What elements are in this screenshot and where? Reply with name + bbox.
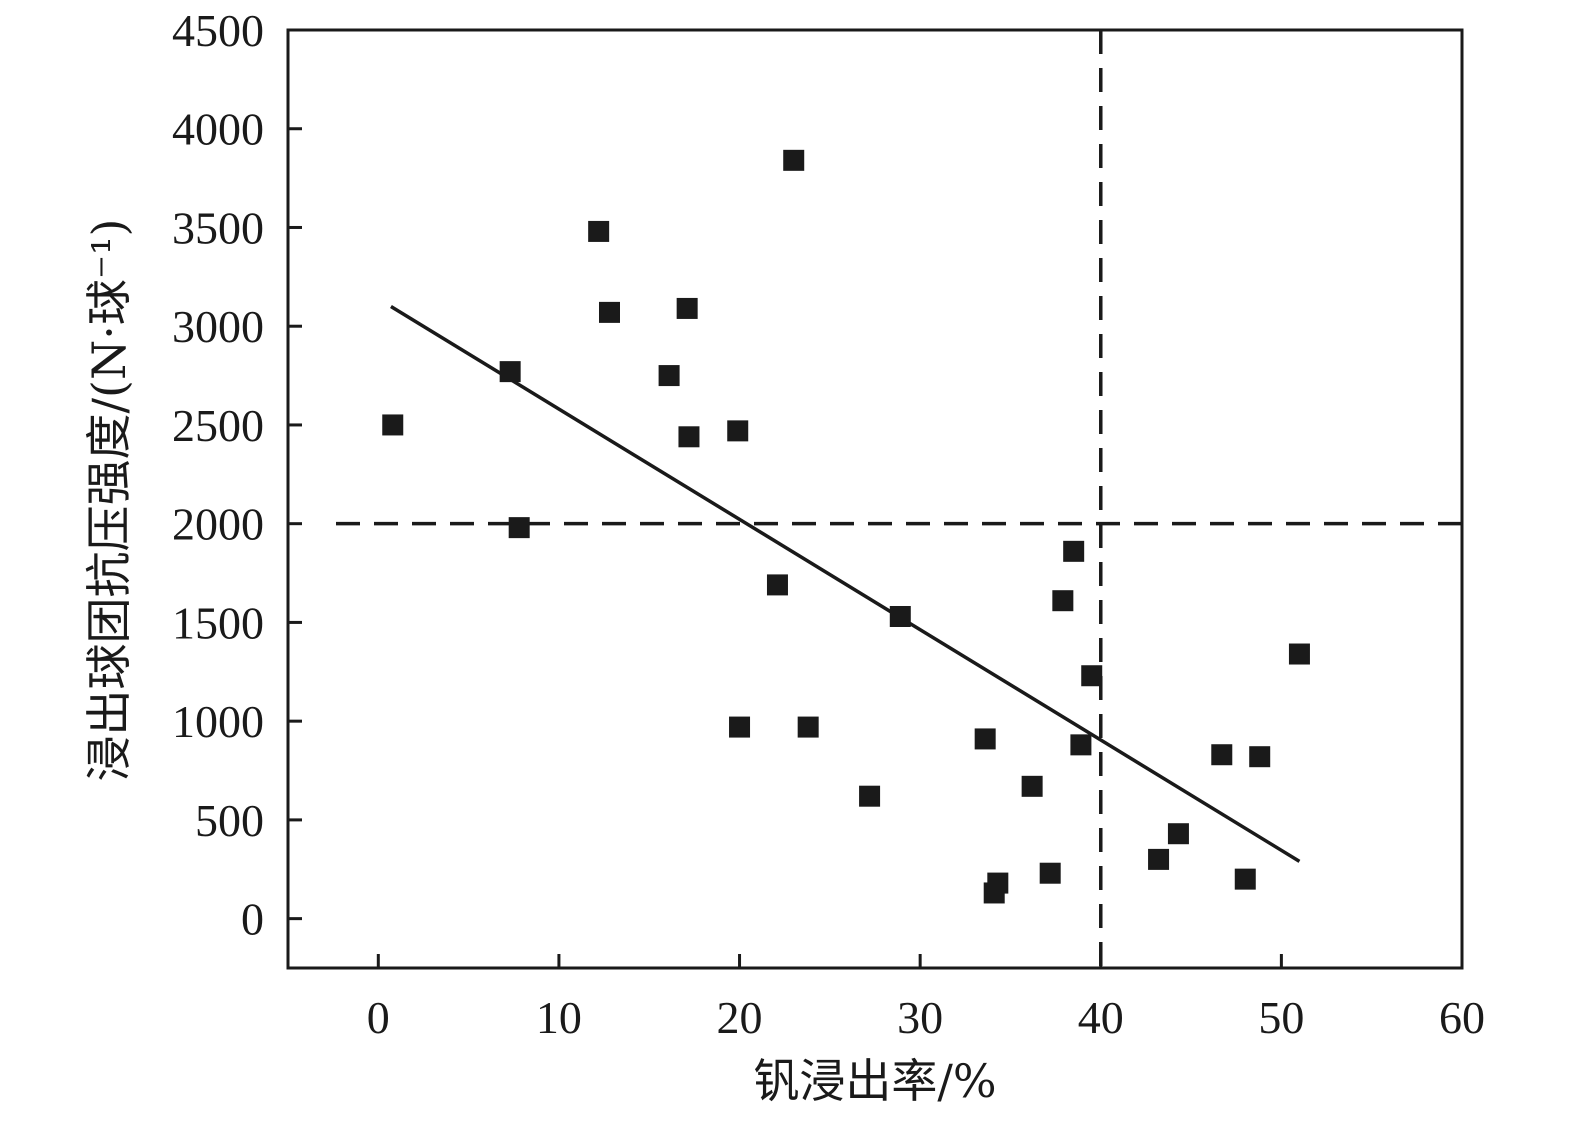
data-point	[1070, 734, 1092, 756]
data-point	[678, 426, 700, 448]
trend-line	[390, 304, 1301, 863]
data-point	[1288, 643, 1310, 665]
data-point	[499, 361, 521, 383]
y-tick-label: 2000	[172, 499, 264, 550]
x-tick-label: 30	[897, 992, 943, 1043]
y-axis-ticks: 0 500 1000 1500 2000 2500 3000 3500 4000 4500	[172, 5, 302, 945]
x-tick-label: 20	[717, 992, 763, 1043]
data-point	[766, 574, 788, 596]
y-axis-title: 浸出球团抗压强度/(N·球⁻¹)	[82, 219, 136, 782]
data-point	[889, 605, 911, 627]
data-point	[588, 220, 610, 242]
data-point	[783, 149, 805, 171]
y-tick-label: 4000	[172, 104, 264, 155]
x-axis-ticks: 0 10 20 30 40 50 60	[367, 954, 1485, 1043]
data-point	[508, 517, 530, 539]
data-point	[1063, 540, 1085, 562]
data-point	[1167, 823, 1189, 845]
data-points	[382, 149, 1310, 904]
x-tick-label: 0	[367, 992, 390, 1043]
x-axis-title: 钒浸出率/%	[753, 1054, 996, 1108]
y-tick-label: 1000	[172, 696, 264, 747]
data-point	[729, 716, 751, 738]
y-tick-label: 1500	[172, 597, 264, 648]
trend-line-layer	[390, 304, 1301, 863]
data-point	[797, 716, 819, 738]
data-point	[859, 785, 881, 807]
y-tick-label: 2500	[172, 400, 264, 451]
plot-frame	[286, 28, 1464, 970]
x-tick-label: 10	[536, 992, 582, 1043]
x-tick-label: 40	[1078, 992, 1124, 1043]
data-point	[1148, 848, 1170, 870]
x-tick-label: 60	[1439, 992, 1485, 1043]
data-point	[658, 365, 680, 387]
data-point	[727, 420, 749, 442]
y-tick-label: 3000	[172, 301, 264, 352]
y-tick-label: 0	[241, 894, 264, 945]
data-point	[1249, 746, 1271, 768]
y-tick-label: 3500	[172, 202, 264, 253]
x-tick-label: 50	[1258, 992, 1304, 1043]
data-point	[382, 414, 404, 436]
data-point	[1052, 590, 1074, 612]
data-point	[974, 728, 996, 750]
data-point	[1234, 868, 1256, 890]
data-point	[1081, 665, 1103, 687]
data-point	[598, 301, 620, 323]
data-point	[1039, 862, 1061, 884]
y-tick-label: 4500	[172, 5, 264, 56]
data-point	[1021, 775, 1043, 797]
data-point	[676, 297, 698, 319]
reference-lines	[336, 30, 1462, 968]
y-tick-label: 500	[195, 795, 264, 846]
data-point	[987, 872, 1009, 894]
data-point	[1211, 744, 1233, 766]
